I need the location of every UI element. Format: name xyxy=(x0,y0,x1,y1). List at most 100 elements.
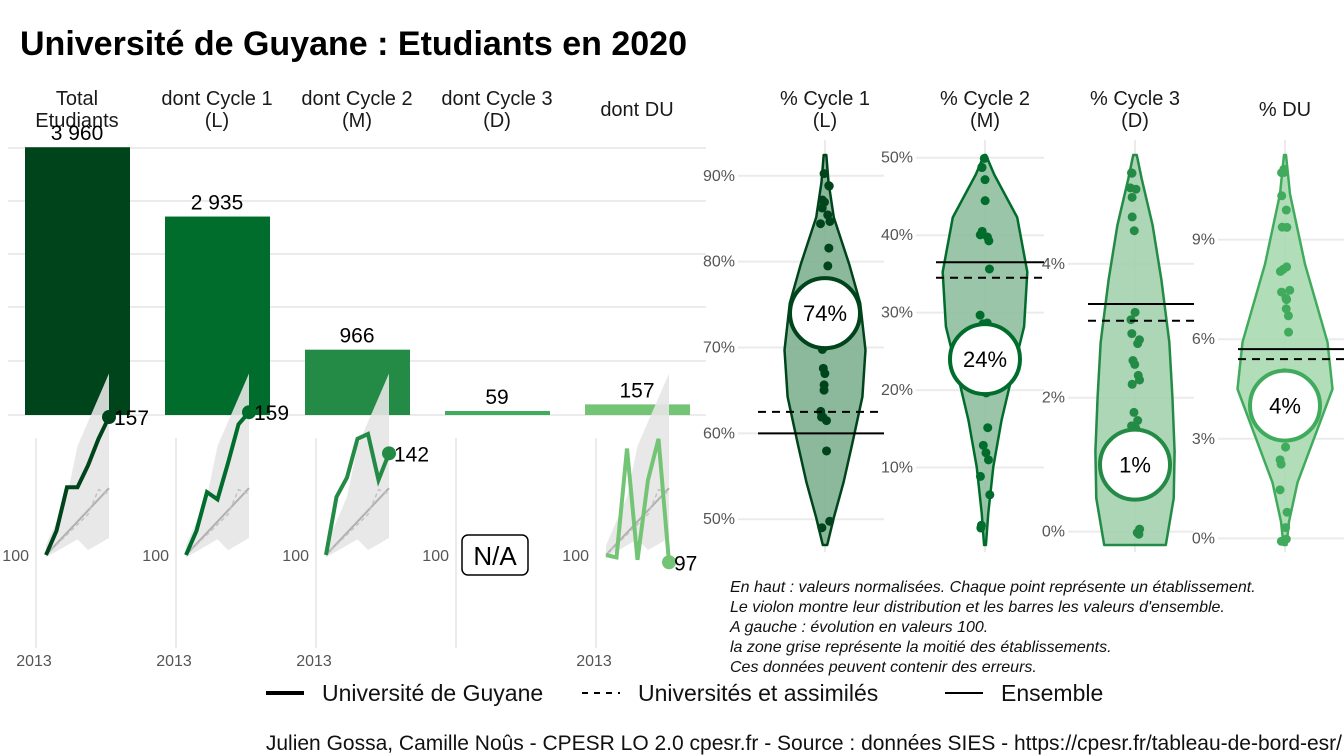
violin-tick-label: 70% xyxy=(703,340,735,357)
bar-category-label: Total Etudiants xyxy=(35,88,118,132)
bar xyxy=(165,216,270,415)
violin-point xyxy=(980,175,990,185)
evolution-end-point xyxy=(382,446,396,461)
violin-point xyxy=(1281,523,1291,533)
violin-point xyxy=(816,219,826,229)
violin-point xyxy=(819,169,829,179)
violin-point xyxy=(1281,442,1291,452)
evolution-panel: 100 2013 97 xyxy=(562,373,697,670)
violin-point xyxy=(1129,407,1139,417)
violin-tick-label: 50% xyxy=(703,511,735,528)
violin-point xyxy=(983,423,993,433)
violin-point xyxy=(1133,416,1143,426)
na-label: N/A xyxy=(473,541,517,571)
chart-title: Université de Guyane : Etudiants en 2020 xyxy=(20,25,687,63)
violin-point xyxy=(983,455,993,465)
violin-point xyxy=(978,440,988,450)
evolution-end-point xyxy=(242,405,256,420)
evolution-panels: 100 2013 157 100 2013 159 100 2013 142 100 N/A 100 2… xyxy=(2,373,697,670)
violin-point xyxy=(1279,164,1289,174)
violin-point xyxy=(976,520,986,530)
bar xyxy=(305,349,410,415)
evolution-universites-line xyxy=(185,488,250,556)
violin-panel: % Cycle 1 (L) 50% 60% 70% 80% 90% 74% xyxy=(703,88,884,552)
violin-title: % Cycle 2 (M) xyxy=(940,88,1030,132)
evolution-end-label: 142 xyxy=(394,443,429,466)
violin-tick-label: 0% xyxy=(1042,524,1065,541)
violin-point xyxy=(824,243,834,253)
violin-point xyxy=(1130,359,1140,369)
violin-point xyxy=(823,210,833,220)
violin-point xyxy=(1275,485,1285,495)
violin-panel: % DU 0% 3% 6% 9% 4% xyxy=(1192,99,1344,552)
violin-tick-label: 50% xyxy=(881,150,913,167)
evolution-year-label: 2013 xyxy=(576,653,612,670)
violin-point xyxy=(1127,329,1137,339)
violin-point xyxy=(825,516,835,526)
notes: En haut : valeurs normalisées. Chaque po… xyxy=(729,579,1256,676)
violin-point xyxy=(1281,294,1291,304)
violin-point xyxy=(1285,285,1295,295)
evolution-base-label: 100 xyxy=(282,548,309,565)
evolution-end-label: 157 xyxy=(114,407,149,430)
violin-point xyxy=(818,363,828,373)
evolution-panel: 100 N/A xyxy=(422,438,529,648)
violin-point xyxy=(1284,327,1294,337)
bar-value-label: 157 xyxy=(619,379,654,402)
evolution-universites-line xyxy=(45,488,110,556)
evolution-end-point xyxy=(102,410,116,425)
evolution-base-label: 100 xyxy=(422,548,449,565)
violin-value-circle xyxy=(1098,427,1172,502)
legend: Université de Guyane Universités et assi… xyxy=(266,680,1103,706)
evolution-year-label: 2013 xyxy=(296,653,332,670)
violin-point xyxy=(1281,304,1291,314)
violin-point xyxy=(981,448,991,458)
legend-label: Université de Guyane xyxy=(322,680,543,706)
violin-point xyxy=(1277,191,1287,201)
evolution-line xyxy=(184,410,251,556)
violin-point xyxy=(1135,524,1145,534)
evolution-line xyxy=(44,416,111,556)
bar xyxy=(585,404,690,415)
violin-point xyxy=(822,446,832,456)
evolution-end-label: 159 xyxy=(254,402,289,425)
bar-value-label: 3 960 xyxy=(51,122,104,145)
violin-point xyxy=(975,310,985,320)
violin-point xyxy=(823,261,833,271)
note-line: Le violon montre leur distribution et le… xyxy=(730,599,1225,616)
violin-point xyxy=(1281,534,1291,544)
violin-point xyxy=(1133,370,1143,380)
evolution-band xyxy=(326,373,389,558)
violin-tick-label: 90% xyxy=(703,168,735,185)
violin-tick-label: 80% xyxy=(703,254,735,271)
violin-point xyxy=(1275,455,1285,465)
evolution-base-label: 100 xyxy=(142,548,169,565)
violin-tick-label: 0% xyxy=(1192,530,1215,547)
violin-tick-label: 10% xyxy=(881,460,913,477)
source-caption: Julien Gossa, Camille Noûs - CPESR LO 2.… xyxy=(266,732,1342,755)
bar-category-label: dont Cycle 2 (M) xyxy=(301,88,412,132)
bar xyxy=(25,147,130,415)
evolution-end-label: 97 xyxy=(674,552,697,575)
evolution-panel: 100 2013 157 xyxy=(2,373,149,670)
evolution-year-label: 2013 xyxy=(156,653,192,670)
violin-tick-label: 60% xyxy=(703,425,735,442)
violin-point xyxy=(1278,264,1288,274)
violin-value-label: 24% xyxy=(963,347,1007,372)
violin-point xyxy=(980,196,990,206)
violin-point xyxy=(1282,507,1292,517)
violin-tick-label: 4% xyxy=(1042,256,1065,273)
violin-point xyxy=(975,230,985,240)
bar-category-label: dont DU xyxy=(600,99,673,121)
violin-point xyxy=(817,523,827,533)
violin-point xyxy=(975,471,985,481)
violin-point xyxy=(977,163,987,173)
violin-value-label: 1% xyxy=(1119,453,1151,478)
violin-point xyxy=(1281,205,1291,215)
violin-title: % DU xyxy=(1259,99,1311,121)
violin-tick-label: 9% xyxy=(1192,232,1215,249)
violin-point xyxy=(1127,192,1137,202)
bar-value-label: 966 xyxy=(339,325,374,348)
